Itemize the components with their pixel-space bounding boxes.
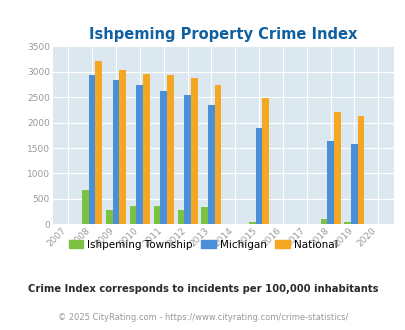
Bar <box>177 210 184 224</box>
Bar <box>248 222 255 224</box>
Bar <box>214 85 221 224</box>
Bar <box>184 95 190 224</box>
Bar <box>262 98 269 224</box>
Bar <box>255 128 262 224</box>
Bar <box>89 75 95 224</box>
Text: © 2025 CityRating.com - https://www.cityrating.com/crime-statistics/: © 2025 CityRating.com - https://www.city… <box>58 313 347 322</box>
Bar <box>333 112 340 224</box>
Bar <box>201 207 207 224</box>
Title: Ishpeming Property Crime Index: Ishpeming Property Crime Index <box>89 27 357 42</box>
Bar <box>106 210 112 224</box>
Bar <box>112 80 119 224</box>
Bar <box>119 70 126 224</box>
Bar <box>357 116 364 224</box>
Bar <box>320 219 326 224</box>
Bar <box>350 145 357 224</box>
Bar <box>343 222 350 224</box>
Bar <box>143 74 149 224</box>
Bar <box>207 105 214 224</box>
Bar <box>136 85 143 224</box>
Bar <box>160 91 166 224</box>
Text: Crime Index corresponds to incidents per 100,000 inhabitants: Crime Index corresponds to incidents per… <box>28 284 377 294</box>
Bar <box>153 206 160 224</box>
Bar <box>82 190 89 224</box>
Bar <box>326 141 333 224</box>
Bar <box>95 61 102 224</box>
Bar <box>166 75 173 224</box>
Bar <box>130 206 136 224</box>
Legend: Ishpeming Township, Michigan, National: Ishpeming Township, Michigan, National <box>64 236 341 254</box>
Bar <box>190 78 197 224</box>
